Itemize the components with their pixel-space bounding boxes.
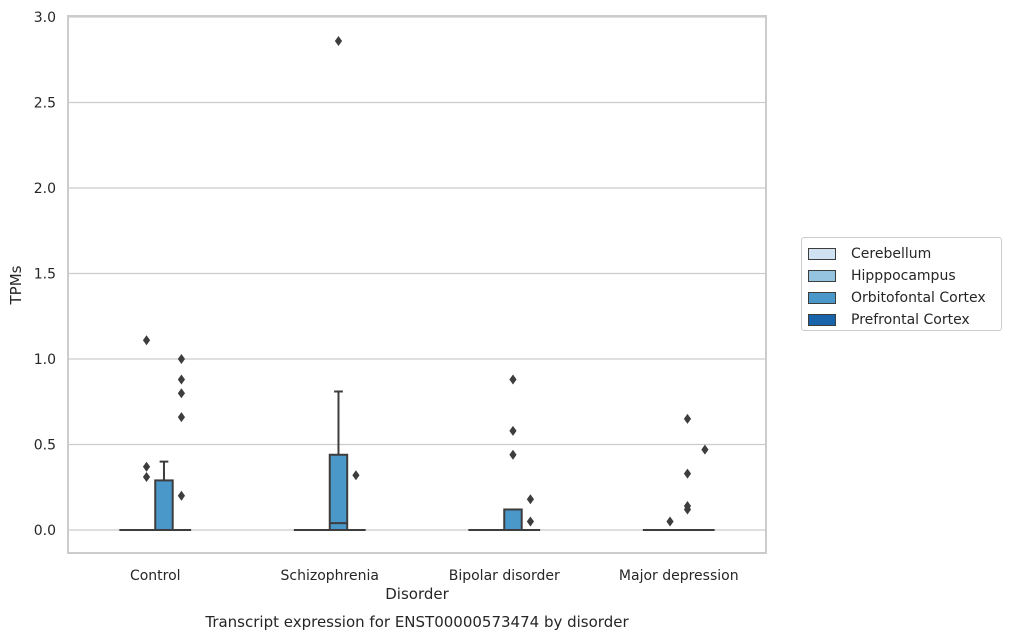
y-tick-label: 1.0: [34, 352, 56, 368]
legend-label: Hipppocampus: [851, 268, 956, 284]
box-2-3: [520, 494, 541, 532]
box-1-3: [346, 470, 366, 532]
outlier-point: [526, 494, 535, 505]
box-1-2: [328, 35, 349, 532]
outlier-point: [177, 490, 186, 501]
x-tick-label: Control: [130, 568, 181, 584]
legend-label: Cerebellum: [851, 246, 932, 262]
outlier-point: [509, 374, 517, 385]
box-0-1: [136, 335, 157, 532]
x-tick-labels: Control Schizophrenia Bipolar disorder Majo…: [130, 568, 739, 584]
y-tick-label: 3.0: [34, 10, 56, 26]
box-body: [328, 453, 349, 532]
legend-swatch: [808, 292, 836, 304]
x-tick-label: Major depression: [619, 568, 739, 584]
x-tick-label: Bipolar disorder: [449, 568, 560, 584]
outlier-point: [683, 468, 692, 479]
grid-lines: [68, 16, 766, 531]
outlier-point: [352, 470, 360, 481]
outlier-point: [177, 388, 186, 399]
y-tick-label: 2.0: [34, 181, 56, 197]
plot-marks: [119, 35, 715, 532]
box-3-1: [660, 516, 680, 532]
outlier-point: [142, 471, 151, 482]
box-body: [503, 508, 523, 532]
outlier-point: [334, 35, 343, 46]
box-0-3: [171, 354, 192, 532]
legend-label: Orbitofontal Cortex: [851, 290, 986, 306]
outlier-point: [701, 444, 709, 455]
x-axis-label: Disorder: [385, 585, 449, 603]
legend-item-prefrontal-cortex: Prefrontal Cortex: [808, 309, 1001, 331]
outlier-point: [509, 425, 517, 436]
legend-swatch: [808, 270, 836, 282]
box-3-2: [677, 413, 698, 532]
plot-frame: [67, 15, 767, 554]
y-tick-labels: 0.0 0.5 1.0 1.5 2.0 2.5 3.0: [34, 10, 56, 539]
outlier-point: [683, 413, 692, 424]
chart-title: Transcript expression for ENST0000057347…: [204, 613, 629, 631]
outlier-point: [177, 412, 186, 423]
x-tick-label: Schizophrenia: [281, 568, 379, 584]
y-tick-label: 0.5: [34, 438, 56, 454]
outlier-point: [509, 449, 517, 460]
legend-swatch: [808, 248, 836, 260]
legend: Cerebellum Hipppocampus Orbitofontal Cor…: [801, 237, 1002, 331]
outlier-point: [142, 461, 151, 472]
y-tick-label: 0.0: [34, 523, 56, 539]
y-axis-label: TPMs: [7, 265, 25, 305]
y-tick-label: 2.5: [34, 96, 56, 112]
outlier-point: [666, 516, 674, 527]
box-3-3: [695, 444, 715, 532]
legend-label: Prefrontal Cortex: [851, 312, 970, 328]
box-2-2: [503, 374, 523, 532]
box-0-2: [154, 460, 174, 532]
y-tick-label: 1.5: [34, 267, 56, 283]
outlier-point: [177, 354, 186, 364]
outlier-point: [177, 374, 186, 385]
legend-item-orbitofrontal-cortex: Orbitofontal Cortex: [808, 287, 1001, 309]
outlier-point: [526, 516, 535, 527]
outlier-point: [683, 501, 692, 512]
legend-item-hippocampus: Hipppocampus: [808, 265, 1001, 287]
legend-item-cerebellum: Cerebellum: [808, 243, 1001, 265]
legend-swatch: [808, 314, 836, 326]
box-body: [154, 479, 174, 532]
outlier-point: [142, 335, 151, 346]
